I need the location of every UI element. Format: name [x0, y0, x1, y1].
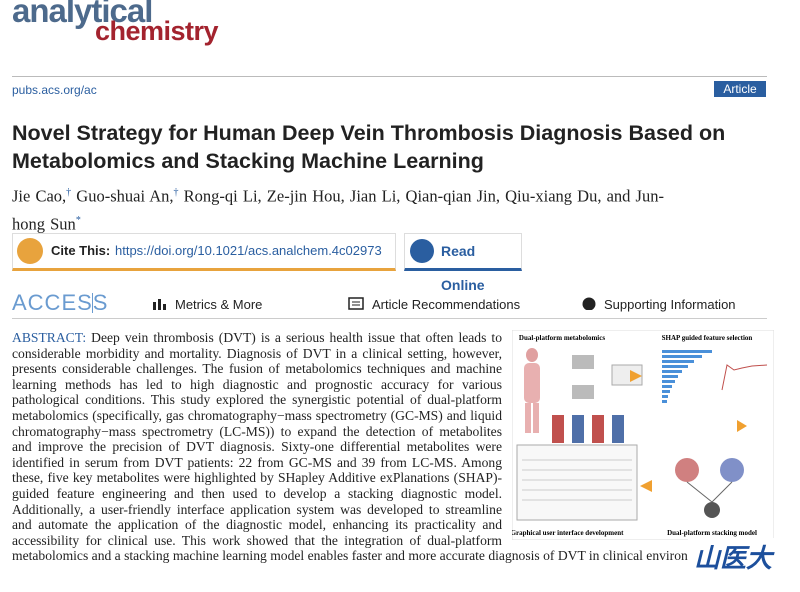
tab[interactable]: Supporting Information: [604, 297, 736, 312]
cite-icon: [17, 238, 43, 264]
author: Jie Cao,: [12, 186, 67, 206]
divider: [92, 293, 93, 313]
abstract-text: Deep vein thrombosis (DVT) is a serious …: [12, 330, 724, 564]
cite-box: Cite This: https://doi.org/10.1021/acs.a…: [12, 233, 396, 271]
journal-logo: chemistry: [95, 16, 219, 46]
abstract-label: ABSTRACT:: [12, 330, 87, 345]
si-icon: [582, 297, 596, 310]
access-label: ACCESS: [12, 290, 109, 315]
panel-label: Graphical user interface development: [512, 529, 624, 537]
divider: [12, 318, 767, 319]
author: Jian Li,: [349, 186, 401, 206]
article-badge: Article: [714, 81, 766, 97]
tab[interactable]: Metrics & More: [175, 297, 263, 312]
author: Qiu-xiang Du,: [505, 186, 602, 206]
author: Qian-qian Jin,: [405, 186, 501, 206]
journal-logo: analytical: [12, 0, 153, 29]
graphical-abstract: Dual-platform metabolomics SHAP guided f…: [512, 330, 774, 540]
doi-link[interactable]: https://doi.org/10.1021/acs.analchem.4c0…: [115, 243, 382, 258]
author: Ze-jin Hou,: [266, 186, 345, 206]
button-label: Read Online: [441, 243, 485, 293]
tab[interactable]: Article Recommendations: [372, 297, 521, 312]
author: and Jun-hong Sun: [12, 186, 664, 234]
author: Guo-shuai An,: [76, 186, 174, 206]
author-note: *: [75, 214, 81, 226]
author: Rong-qi Li,: [183, 186, 262, 206]
author-note: †: [173, 187, 179, 198]
abstract: Dual-platform metabolomics SHAP guided f…: [12, 330, 774, 564]
panel-label: SHAP guided feature selection: [662, 334, 753, 342]
panel-label: Dual-platform metabolomics: [519, 334, 605, 342]
divider: [12, 76, 767, 77]
metrics-icon: [153, 299, 166, 310]
watermark: 山医大: [688, 538, 779, 575]
globe-icon: [410, 239, 434, 263]
article-title: Novel Strategy for Human Deep Vein Throm…: [12, 121, 726, 173]
recommend-icon: [348, 297, 364, 310]
read-online-button[interactable]: Read Online: [404, 233, 522, 293]
journal-url[interactable]: pubs.acs.org/ac: [12, 83, 97, 97]
authors: Jie Cao,† Guo-shuai An,† Rong-qi Li, Ze-…: [12, 181, 672, 236]
panel-label: Dual-platform stacking model: [667, 529, 757, 537]
cite-label: Cite This:: [51, 243, 111, 258]
author-note: †: [66, 187, 72, 198]
